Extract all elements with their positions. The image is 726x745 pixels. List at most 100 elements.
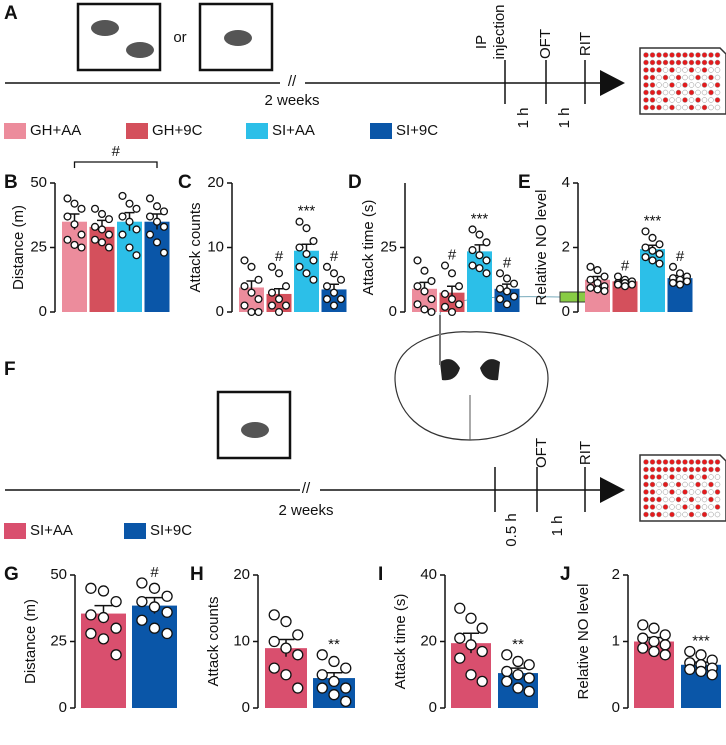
data-point	[476, 645, 488, 658]
timeline-a: or // 2 weeks IP injection OFT RIT 1 h 1…	[5, 2, 726, 128]
well	[701, 104, 708, 111]
well	[656, 52, 662, 58]
well	[701, 474, 708, 480]
well	[695, 67, 701, 73]
data-point	[340, 662, 352, 674]
well	[682, 474, 688, 480]
well	[656, 474, 662, 480]
data-point	[495, 295, 505, 304]
well	[688, 496, 695, 503]
well	[662, 89, 669, 96]
data-point	[512, 682, 524, 694]
data-point	[682, 277, 692, 286]
well	[708, 511, 714, 518]
well	[682, 459, 688, 465]
significance: ***	[471, 210, 489, 227]
data-point	[586, 275, 595, 284]
well	[662, 74, 669, 81]
significance: ***	[298, 203, 316, 220]
well	[682, 52, 688, 58]
well	[643, 74, 649, 81]
well	[708, 481, 714, 488]
well	[714, 89, 721, 96]
data-point	[501, 665, 513, 678]
data-point	[274, 307, 284, 317]
data-point	[675, 280, 685, 289]
data-point	[145, 212, 155, 221]
data-point	[148, 582, 161, 594]
well	[656, 481, 662, 488]
well	[643, 511, 649, 518]
data-point	[254, 307, 263, 317]
well	[675, 496, 682, 503]
well	[669, 97, 675, 103]
well	[643, 97, 649, 103]
well	[675, 481, 682, 488]
well	[656, 97, 662, 103]
well	[643, 496, 649, 503]
legend-swatch	[246, 123, 268, 139]
panel-letter: E	[518, 172, 531, 193]
data-point	[586, 262, 595, 271]
well	[688, 504, 695, 510]
data-point	[152, 202, 162, 211]
data-point	[85, 609, 97, 621]
y-tick-label: 25	[50, 632, 67, 649]
data-point	[70, 220, 79, 229]
brain-section	[394, 331, 549, 441]
well	[701, 481, 708, 488]
well	[695, 89, 701, 96]
y-tick-label: 10	[233, 632, 250, 649]
data-point	[77, 204, 86, 213]
data-point	[648, 645, 660, 658]
y-tick-label: 20	[207, 174, 224, 191]
data-point	[593, 266, 602, 275]
well	[714, 474, 721, 480]
data-point	[586, 283, 595, 292]
y-tick-label: 20	[233, 566, 250, 583]
significance: ***	[644, 212, 662, 229]
well	[649, 504, 656, 510]
data-point	[104, 215, 114, 224]
y-axis-label: Distance (m)	[10, 205, 27, 290]
y-tick-label: 50	[50, 566, 67, 583]
well	[675, 89, 682, 96]
mouse	[241, 422, 269, 438]
data-point	[420, 266, 429, 275]
well	[682, 59, 688, 66]
ventricle	[440, 359, 500, 381]
well	[643, 489, 649, 495]
data-point	[413, 300, 422, 309]
well	[675, 489, 682, 495]
step-label: IP	[473, 35, 490, 49]
well	[669, 74, 675, 81]
data-point	[247, 288, 256, 297]
well	[656, 89, 662, 96]
well	[675, 97, 682, 103]
well	[675, 511, 682, 518]
data-point	[97, 209, 107, 219]
data-point	[118, 230, 127, 239]
arrow	[600, 477, 625, 503]
well	[714, 74, 721, 81]
y-tick-label: 40	[420, 566, 437, 583]
well	[669, 489, 675, 495]
bar-chart: 0 1 2 Relative NO level ***	[575, 566, 721, 716]
data-point	[136, 614, 148, 626]
well	[649, 459, 656, 465]
well	[656, 59, 662, 66]
step-label: RIT	[577, 441, 594, 465]
data-point	[648, 635, 660, 648]
data-point	[468, 261, 477, 270]
panel-letter: A	[4, 3, 18, 24]
data-point	[97, 611, 110, 624]
data-point	[329, 301, 339, 310]
well	[675, 474, 682, 480]
well	[688, 82, 695, 88]
well	[675, 52, 682, 58]
well	[656, 504, 662, 510]
data-point	[302, 224, 311, 233]
y-tick-label: 0	[612, 699, 620, 716]
data-point	[427, 307, 436, 317]
well	[708, 67, 714, 73]
